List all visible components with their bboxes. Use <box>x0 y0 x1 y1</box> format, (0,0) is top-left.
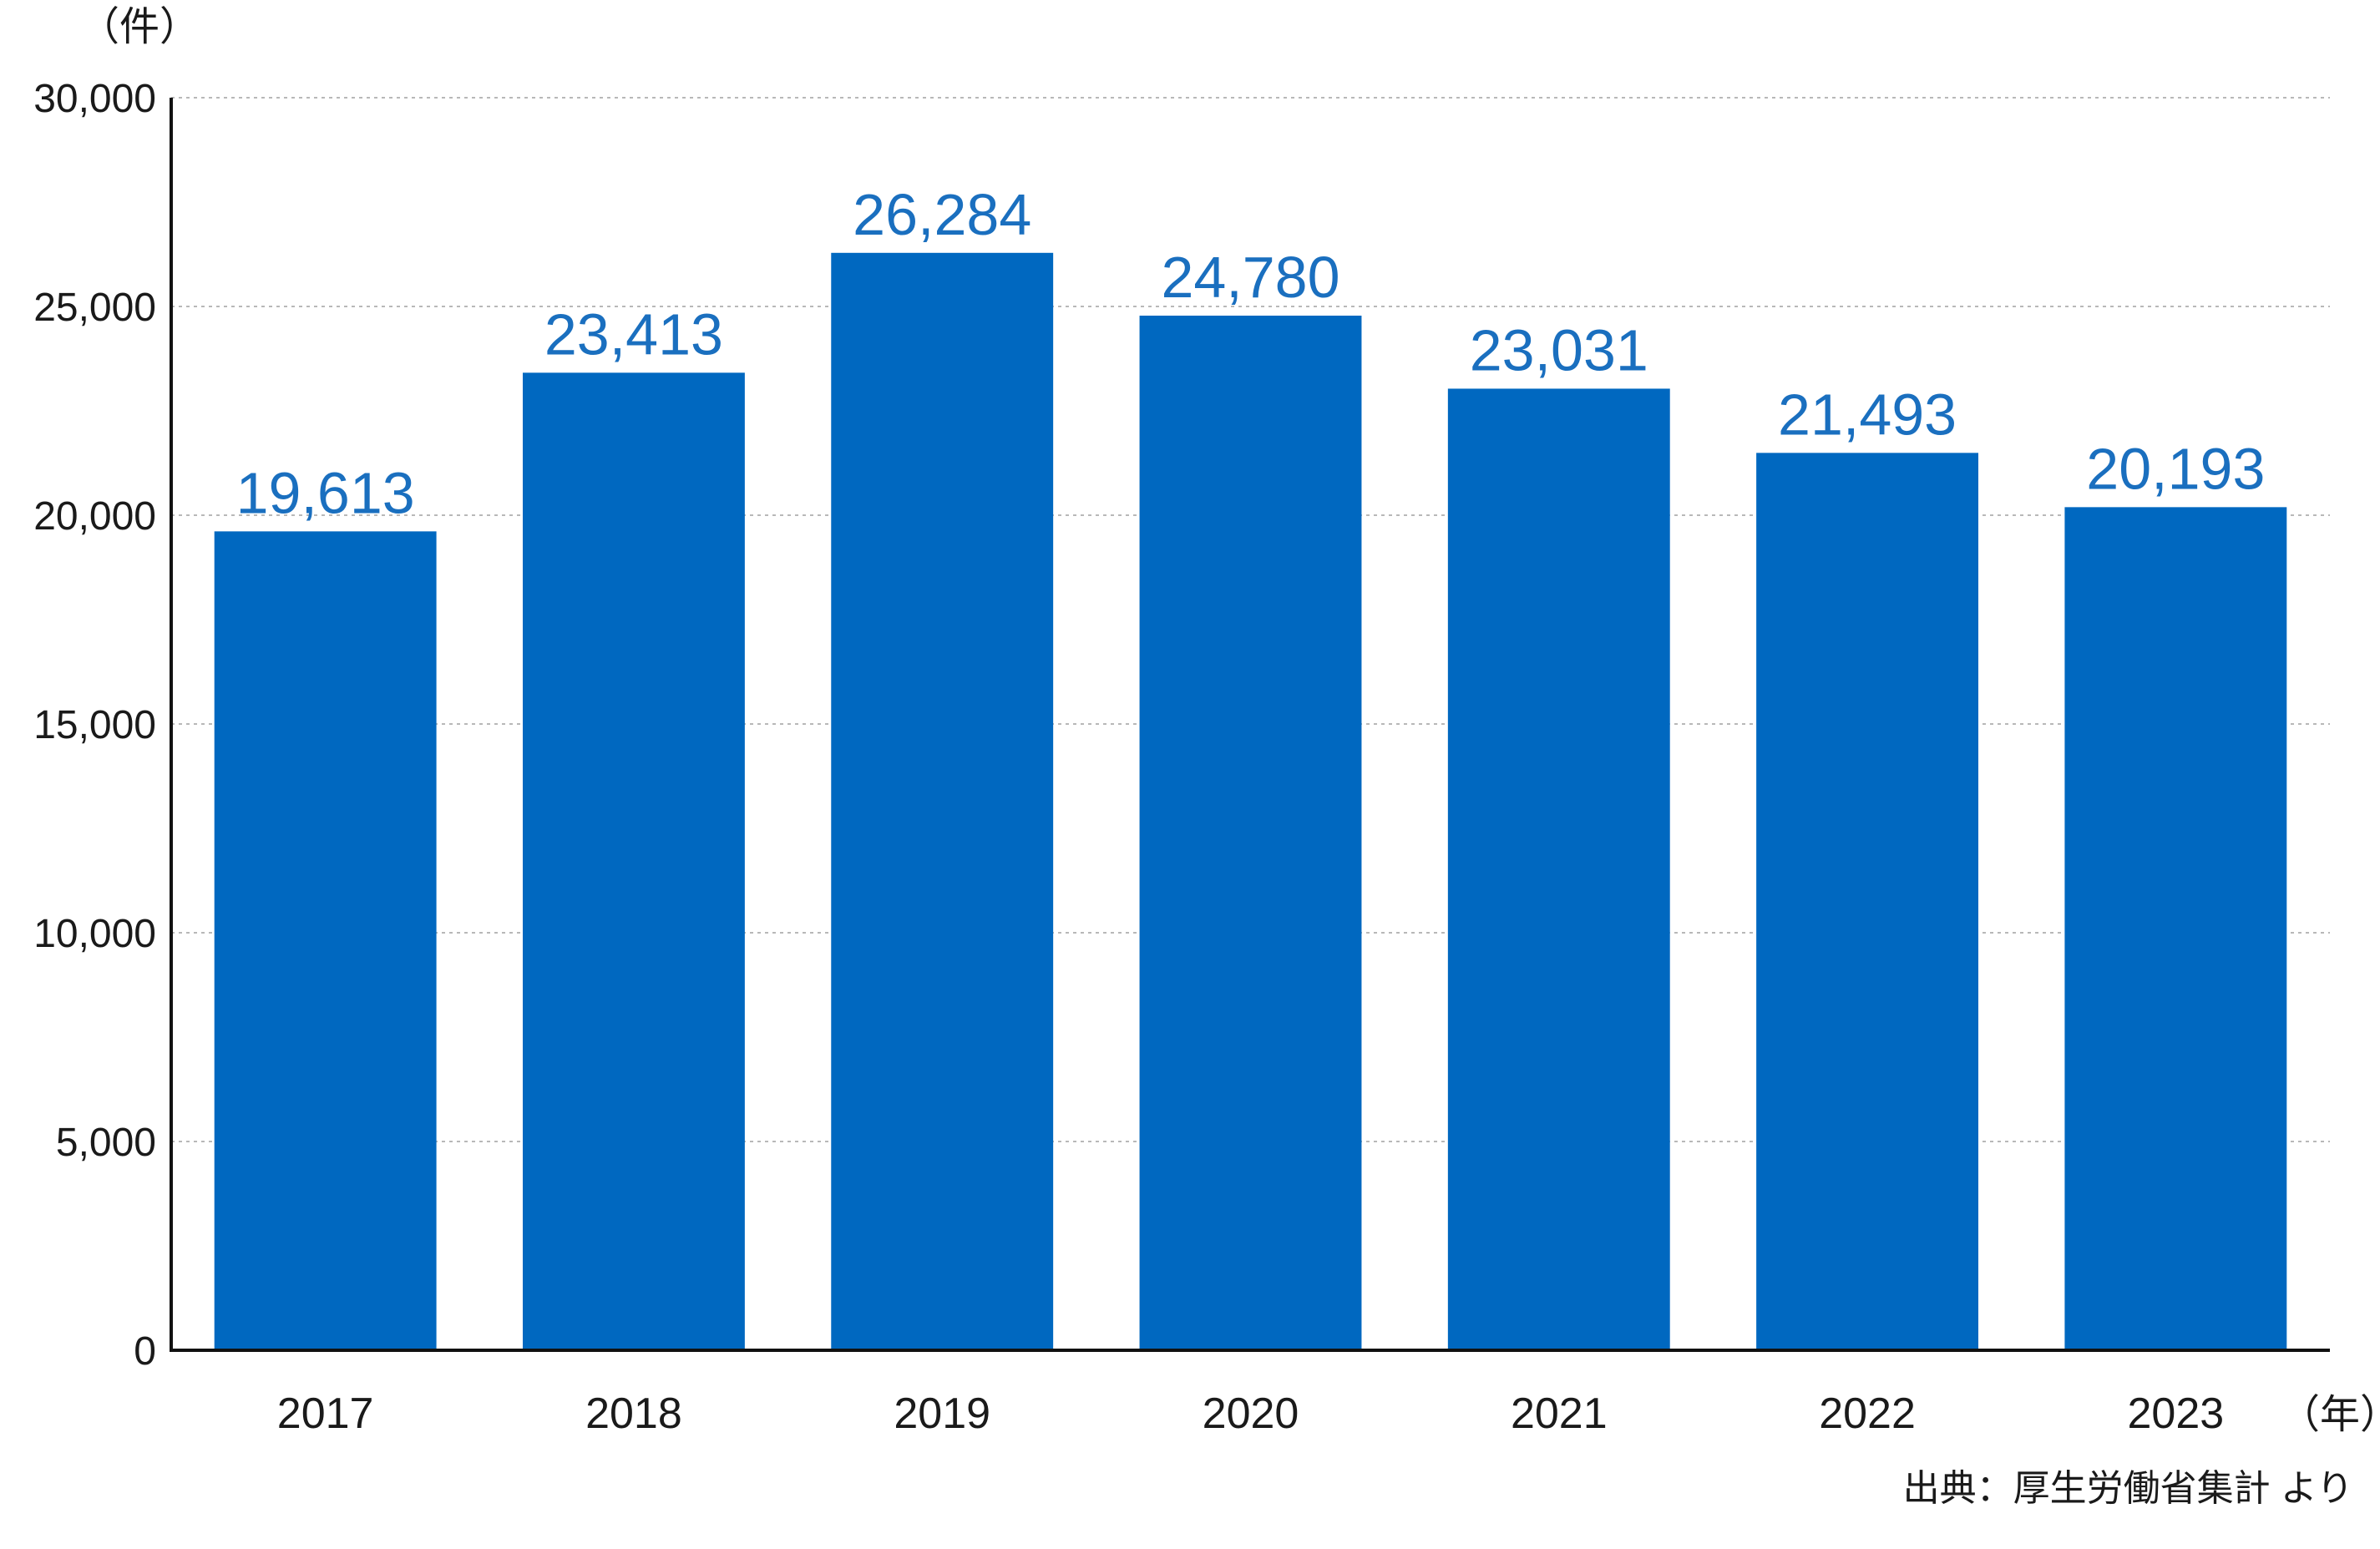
y-tick-label: 25,000 <box>33 286 156 330</box>
bar-value-label: 21,493 <box>1778 382 1957 447</box>
y-tick-label: 20,000 <box>33 494 156 539</box>
x-tick-label: 2020 <box>1203 1390 1299 1438</box>
bar <box>2064 507 2287 1350</box>
x-tick-label: 2019 <box>894 1390 990 1438</box>
x-tick-label: 2022 <box>1819 1390 1916 1438</box>
x-tick-label: 2018 <box>585 1390 682 1438</box>
y-axis-unit-label: （件） <box>79 5 200 49</box>
bar-value-label: 20,193 <box>2086 436 2265 501</box>
y-tick-label: 5,000 <box>56 1121 156 1165</box>
bar <box>522 372 745 1351</box>
bar-value-label: 26,284 <box>853 182 1031 247</box>
bar-value-label: 23,413 <box>544 301 723 367</box>
bar <box>1756 453 1979 1350</box>
labels: 0 5,000 10,000 15,000 20,000 25,000 30,000 19,6… <box>33 77 2265 1438</box>
y-tick-label: 10,000 <box>33 912 156 956</box>
y-tick-label: 15,000 <box>33 703 156 747</box>
bar-value-label: 24,780 <box>1161 245 1339 310</box>
bars <box>214 252 2287 1351</box>
source-note: 出典：厚生労働省集計 より <box>1903 1468 2353 1509</box>
x-axis-unit-label: （年） <box>2280 1393 2380 1437</box>
x-tick-label: 2023 <box>2128 1390 2225 1438</box>
bar-value-label: 23,031 <box>1470 317 1648 382</box>
bar <box>1139 316 1362 1350</box>
bar <box>1447 388 1670 1351</box>
y-tick-label: 0 <box>134 1329 156 1374</box>
bar-value-label: 19,613 <box>236 460 415 525</box>
bar <box>831 252 1054 1350</box>
x-tick-label: 2021 <box>1511 1390 1608 1438</box>
x-tick-label: 2017 <box>277 1390 374 1438</box>
y-tick-label: 30,000 <box>33 77 156 121</box>
bar <box>214 531 437 1350</box>
axes <box>170 98 2330 1352</box>
